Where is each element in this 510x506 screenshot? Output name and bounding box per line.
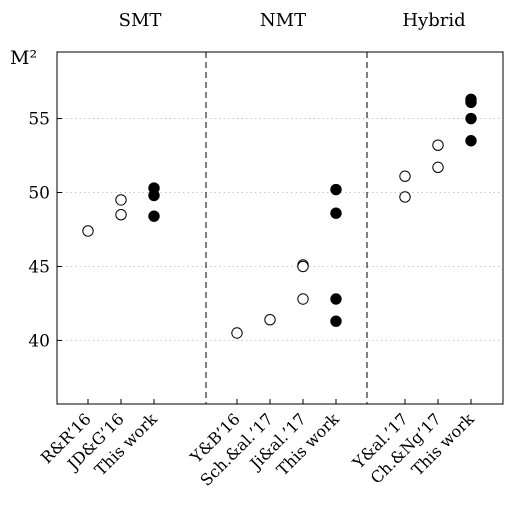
- data-point-this-work: [148, 189, 160, 202]
- plot-frame: [56, 51, 504, 405]
- data-point-baseline: [115, 194, 127, 206]
- data-point-baseline: [399, 170, 411, 182]
- data-point-baseline: [399, 191, 411, 203]
- data-point-this-work: [465, 135, 477, 147]
- group-label: SMT: [119, 10, 162, 31]
- data-point-baseline: [432, 161, 444, 174]
- y-tick-label: 40: [28, 331, 50, 351]
- data-point-this-work: [465, 96, 477, 108]
- group-label: Hybrid: [402, 10, 465, 31]
- data-point-this-work: [465, 112, 477, 125]
- y-tick-label: 50: [28, 184, 50, 204]
- group-label: NMT: [260, 10, 306, 31]
- y-tick-label: 55: [28, 110, 50, 130]
- data-point-baseline: [231, 327, 243, 339]
- data-point-baseline: [264, 313, 276, 326]
- data-point-baseline: [82, 225, 94, 237]
- data-point-baseline: [297, 293, 309, 305]
- data-point-baseline: [297, 260, 309, 273]
- data-point-this-work: [148, 210, 160, 222]
- y-axis-label: M²: [10, 47, 37, 69]
- data-point-this-work: [330, 183, 342, 196]
- data-point-baseline: [432, 139, 444, 151]
- y-tick-label: 45: [28, 257, 50, 277]
- data-point-baseline: [115, 208, 127, 221]
- data-point-this-work: [330, 207, 342, 219]
- data-point-this-work: [330, 315, 342, 327]
- data-point-this-work: [330, 293, 342, 305]
